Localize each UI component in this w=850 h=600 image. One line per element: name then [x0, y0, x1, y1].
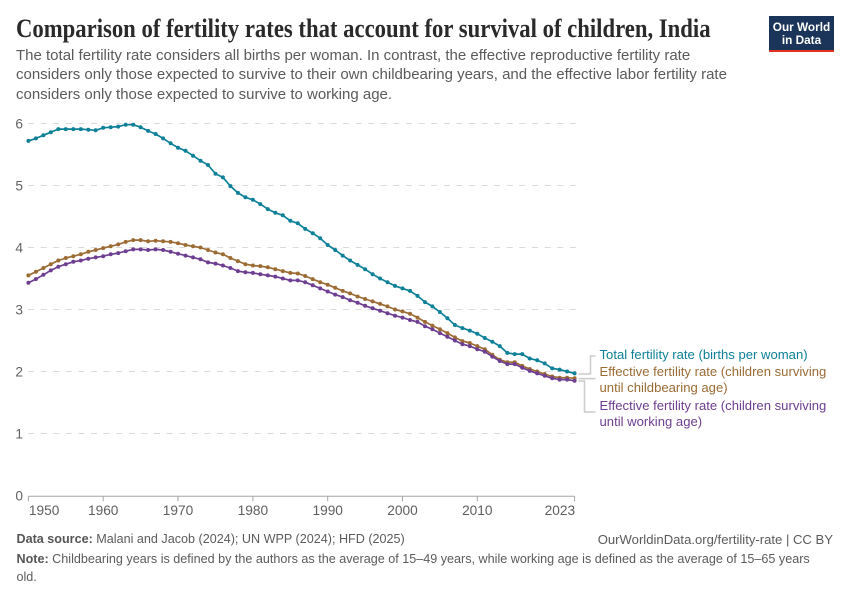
- svg-text:1990: 1990: [312, 503, 343, 518]
- svg-text:4: 4: [15, 241, 23, 256]
- svg-text:1960: 1960: [88, 503, 119, 518]
- svg-text:0: 0: [15, 489, 23, 504]
- svg-text:6: 6: [15, 117, 23, 132]
- svg-text:2023: 2023: [545, 503, 576, 518]
- svg-text:1980: 1980: [238, 503, 269, 518]
- svg-text:1970: 1970: [163, 503, 194, 518]
- svg-text:3: 3: [15, 303, 23, 318]
- svg-text:2000: 2000: [387, 503, 418, 518]
- svg-text:2010: 2010: [462, 503, 493, 518]
- svg-text:1950: 1950: [29, 503, 60, 518]
- svg-text:1: 1: [15, 427, 23, 442]
- svg-text:5: 5: [15, 179, 23, 194]
- svg-text:2: 2: [15, 365, 23, 380]
